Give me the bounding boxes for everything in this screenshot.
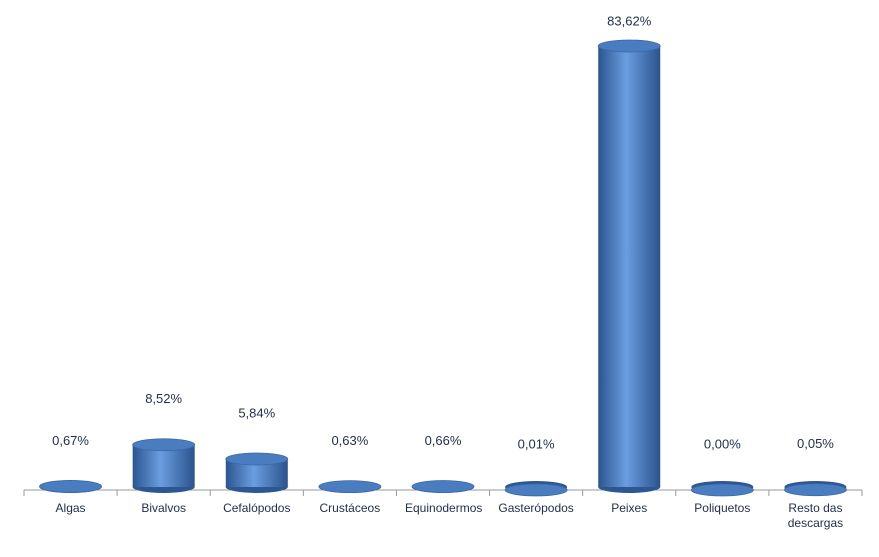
data-label: 0,67% — [52, 433, 89, 448]
bar — [318, 480, 382, 494]
bar-top — [318, 480, 382, 494]
data-label: 83,62% — [607, 13, 652, 28]
x-tick-label: Poliquetos — [694, 501, 751, 515]
bar-top — [504, 483, 568, 497]
bar — [597, 39, 661, 493]
data-label: 0,63% — [331, 433, 368, 448]
bar-top — [411, 480, 475, 493]
data-label: 0,05% — [797, 436, 834, 451]
data-label: 0,01% — [518, 436, 555, 451]
bar-top — [690, 483, 754, 497]
bar-top — [132, 438, 196, 452]
x-tick-label: Resto das descargas — [787, 501, 844, 530]
x-tick-label: Cefalópodos — [223, 501, 291, 515]
x-tick-label: Equinodermos — [405, 501, 483, 515]
bar — [39, 480, 102, 493]
x-tick-label: Algas — [55, 501, 86, 515]
x-tick-label: Bivalvos — [141, 501, 186, 515]
bar-body — [598, 45, 661, 488]
bar-body — [132, 444, 195, 487]
bar — [784, 481, 847, 497]
data-label: 0,00% — [704, 436, 741, 451]
data-label: 8,52% — [145, 391, 182, 406]
bar — [504, 481, 568, 497]
bar — [132, 438, 196, 493]
bar-top — [225, 452, 289, 466]
bar-top — [39, 480, 102, 493]
data-label: 0,66% — [425, 433, 462, 448]
x-tick-label: Peixes — [611, 501, 648, 515]
bar — [690, 481, 754, 497]
bar — [225, 452, 289, 493]
x-tick-label: Crustáceos — [319, 501, 381, 515]
bar-top — [784, 483, 847, 497]
bar — [411, 480, 475, 493]
x-tick-label: Gasterópodos — [498, 501, 574, 515]
bar-top — [597, 39, 661, 53]
data-label: 5,84% — [238, 405, 275, 420]
